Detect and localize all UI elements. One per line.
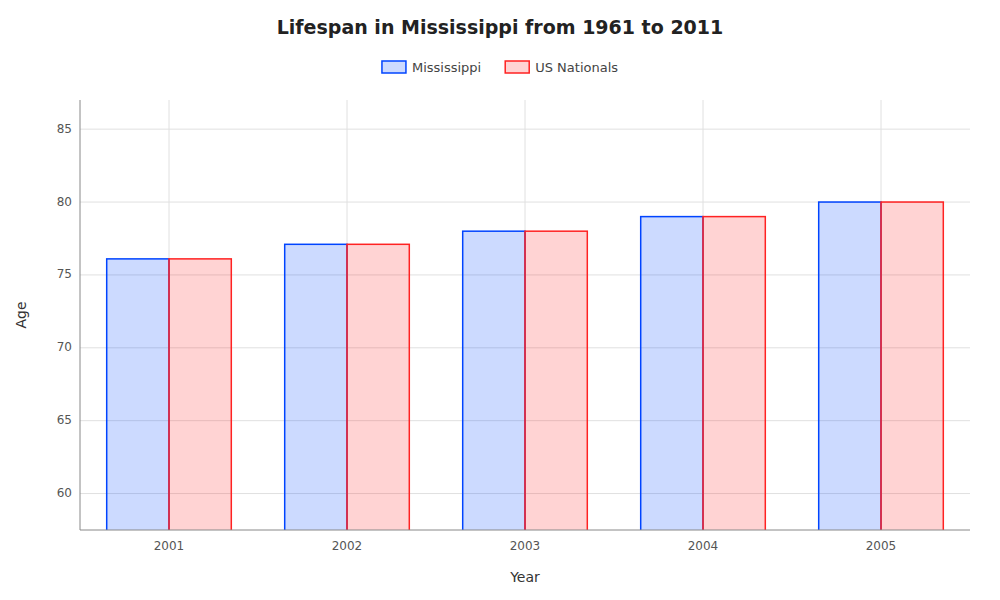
- bar: [641, 217, 703, 530]
- bars: [107, 202, 944, 530]
- legend: Mississippi US Nationals: [382, 60, 618, 75]
- title: Lifespan in Mississippi from 1961 to 201…: [277, 16, 724, 38]
- x-tick-label: 2003: [510, 539, 541, 553]
- chart: 60 65 70 75 80 85 2001 2002 2003 2004 2005 Year Age L…: [0, 0, 1000, 600]
- legend-label: US Nationals: [535, 60, 618, 75]
- x-axis-label: Year: [509, 569, 540, 585]
- legend-label: Mississippi: [412, 60, 481, 75]
- x-tick-label: 2002: [332, 539, 363, 553]
- y-tick-label: 70: [57, 340, 72, 354]
- chart-container: 60 65 70 75 80 85 2001 2002 2003 2004 2005 Year Age L…: [0, 0, 1000, 600]
- y-axis-label: Age: [13, 301, 29, 328]
- legend-item: US Nationals: [505, 60, 618, 75]
- x-tick-label: 2001: [154, 539, 185, 553]
- y-tick-label: 65: [57, 413, 72, 427]
- bar: [819, 202, 881, 530]
- x-tick-label: 2004: [688, 539, 719, 553]
- bar: [463, 231, 525, 530]
- bar: [347, 244, 409, 530]
- bar: [703, 217, 765, 530]
- y-tick-label: 80: [57, 195, 72, 209]
- bar: [285, 244, 347, 530]
- y-tick-label: 60: [57, 486, 72, 500]
- axes: 60 65 70 75 80 85 2001 2002 2003 2004 2005: [57, 100, 970, 553]
- x-tick-label: 2005: [866, 539, 897, 553]
- x-axis-line: [80, 530, 970, 531]
- legend-swatch: [382, 61, 406, 73]
- y-axis-line: [80, 100, 81, 530]
- bar: [169, 259, 231, 530]
- bar: [107, 259, 169, 530]
- legend-item: Mississippi: [382, 60, 481, 75]
- bar: [881, 202, 943, 530]
- y-tick-label: 85: [57, 122, 72, 136]
- legend-swatch: [505, 61, 529, 73]
- y-tick-label: 75: [57, 267, 72, 281]
- bar: [525, 231, 587, 530]
